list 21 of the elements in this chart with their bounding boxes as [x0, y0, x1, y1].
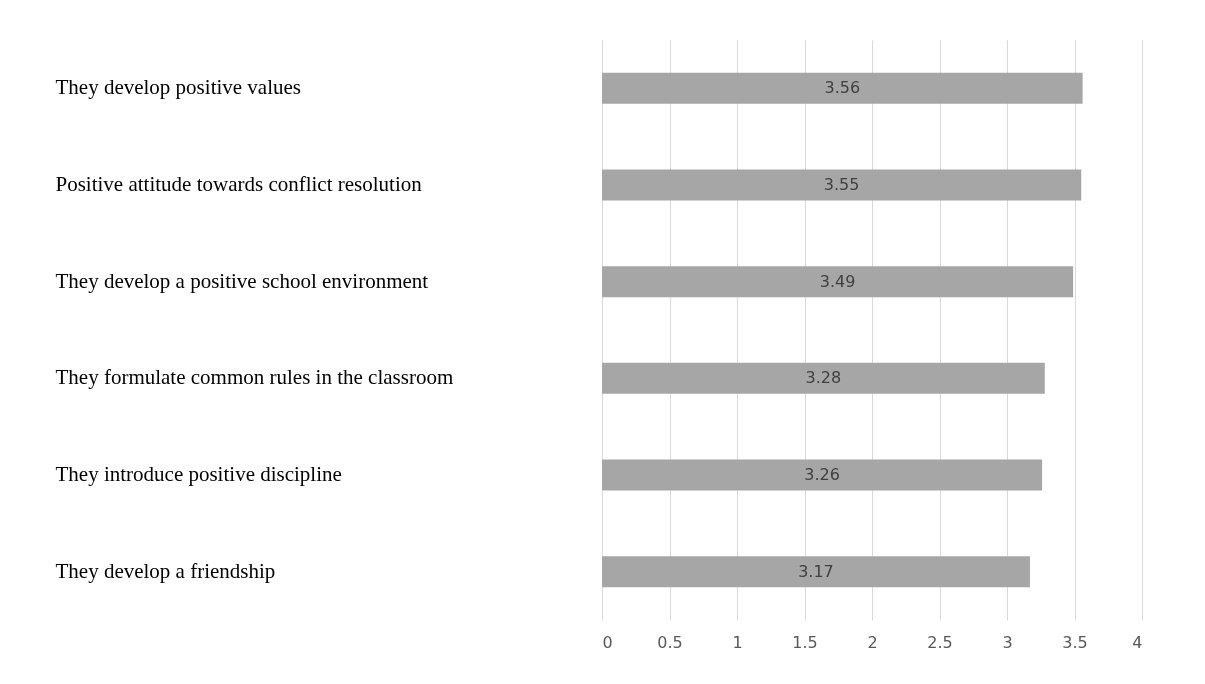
x-tick-label: 0.5 [657, 632, 683, 652]
x-tick-label: 3.5 [1062, 632, 1088, 652]
x-tick-label: 3 [1002, 632, 1013, 652]
data-label: 3.56 [824, 78, 861, 98]
x-tick-label: 2 [867, 632, 878, 652]
x-tick-label: 4 [1132, 632, 1143, 652]
data-label: 3.28 [805, 368, 842, 388]
y-tick-label: They develop a positive school environment [55, 268, 429, 293]
y-tick-label: They formulate common rules in the classroom [55, 365, 454, 390]
y-tick-label: They introduce positive discipline [55, 462, 342, 486]
data-label: 3.26 [804, 465, 840, 484]
x-tick-label: 1.5 [792, 632, 818, 652]
data-label: 3.17 [798, 561, 834, 581]
y-tick-label: They develop positive values [55, 75, 302, 100]
x-tick-label: 0 [602, 632, 613, 652]
x-tick-label: 1 [732, 632, 743, 652]
data-label: 3.55 [823, 175, 860, 194]
y-tick-label: They develop a friendship [55, 558, 276, 583]
x-tick-label: 2.5 [927, 632, 953, 652]
data-label: 3.49 [819, 271, 856, 291]
y-tick-label: Positive attitude towards conflict resolution [55, 172, 423, 196]
